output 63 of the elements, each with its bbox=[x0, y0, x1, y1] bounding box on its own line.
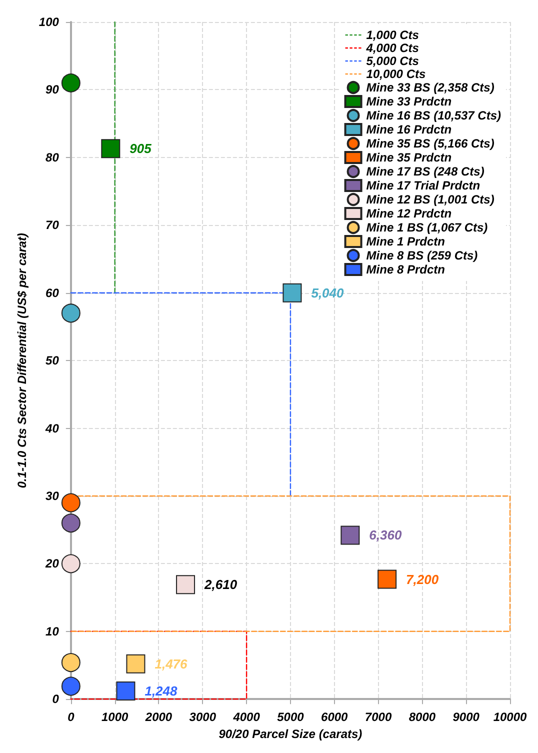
legend-label: Mine 17 BS (248 Cts) bbox=[366, 164, 484, 178]
annotation: 905 bbox=[130, 141, 152, 156]
legend-label: Mine 8 Prdctn bbox=[366, 262, 445, 276]
x-tick-label: 9000 bbox=[452, 710, 480, 724]
point bbox=[61, 676, 80, 696]
y-tick-label: 20 bbox=[44, 556, 60, 571]
x-axis-title: 90/20 Parcel Size (carats) bbox=[218, 727, 362, 741]
point bbox=[126, 654, 146, 674]
legend-label: Mine 1 Prdctn bbox=[366, 234, 445, 248]
legend-label: Mine 8 BS (259 Cts) bbox=[366, 248, 478, 262]
legend-label: 10,000 Cts bbox=[366, 67, 426, 81]
y-tick-label: 60 bbox=[46, 286, 60, 300]
legend-label: Mine 12 BS (1,001 Cts) bbox=[366, 192, 494, 206]
legend-label: 4,000 Cts bbox=[365, 41, 420, 55]
x-tick-label: 10000 bbox=[493, 710, 528, 724]
x-tick-label: 3000 bbox=[189, 710, 216, 724]
x-tick-label: 5000 bbox=[277, 710, 304, 724]
point bbox=[101, 139, 120, 158]
point bbox=[282, 283, 302, 302]
point bbox=[176, 575, 196, 594]
point bbox=[116, 681, 136, 700]
x-tick-label: 2000 bbox=[144, 710, 172, 724]
point bbox=[61, 493, 80, 512]
y-tick-label: 40 bbox=[44, 421, 60, 436]
x-tick-label: 1000 bbox=[101, 710, 128, 724]
y-tick-label: 70 bbox=[46, 218, 60, 232]
point bbox=[61, 514, 80, 533]
point bbox=[61, 653, 80, 672]
x-tick-label: 6000 bbox=[321, 710, 348, 724]
point bbox=[61, 554, 80, 574]
legend-label: Mine 35 Prdctn bbox=[366, 150, 452, 164]
y-tick-label: 30 bbox=[46, 488, 60, 503]
y-tick-label: 0 bbox=[52, 692, 60, 706]
annotation: 6,360 bbox=[369, 528, 402, 543]
legend-label: 1,000 Cts bbox=[366, 28, 420, 42]
legend-label: Mine 16 Prdctn bbox=[366, 122, 452, 136]
point bbox=[61, 73, 80, 92]
y-axis-title: 0.1-1.0 Cts Sector Differential (US$ per carat) bbox=[15, 232, 29, 488]
legend-label: Mine 17 Trial Prdctn bbox=[366, 178, 480, 192]
annotation: 1,476 bbox=[154, 656, 188, 672]
x-tick-label: 0 bbox=[68, 710, 75, 724]
point bbox=[340, 526, 360, 545]
x-tick-label: 4000 bbox=[232, 710, 260, 724]
legend-label: 5,000 Cts bbox=[366, 54, 420, 68]
legend-label: Mine 1 BS (1,067 Cts) bbox=[366, 220, 488, 234]
annotation: 1,248 bbox=[144, 683, 178, 698]
legend-label: Mine 35 BS (5,166 Cts) bbox=[366, 136, 494, 150]
y-tick-label: 50 bbox=[46, 354, 60, 368]
y-tick-label: 10 bbox=[46, 624, 60, 638]
point bbox=[378, 570, 397, 589]
x-tick-label: 8000 bbox=[408, 710, 436, 724]
y-tick-label: 80 bbox=[46, 150, 60, 164]
annotation: 2,610 bbox=[204, 577, 238, 592]
point bbox=[61, 304, 80, 323]
legend-label: Mine 16 BS (10,537 Cts) bbox=[366, 108, 502, 122]
y-tick-label: 90 bbox=[46, 82, 60, 97]
annotation: 7,200 bbox=[406, 572, 440, 587]
legend-label: Mine 33 Prdctn bbox=[366, 94, 452, 108]
annotation: 5,040 bbox=[311, 285, 345, 300]
legend-label: Mine 12 Prdctn bbox=[366, 206, 452, 220]
y-tick-label: 100 bbox=[38, 15, 60, 29]
x-tick-label: 7000 bbox=[364, 710, 392, 724]
legend-label: Mine 33 BS (2,358 Cts) bbox=[366, 80, 494, 94]
